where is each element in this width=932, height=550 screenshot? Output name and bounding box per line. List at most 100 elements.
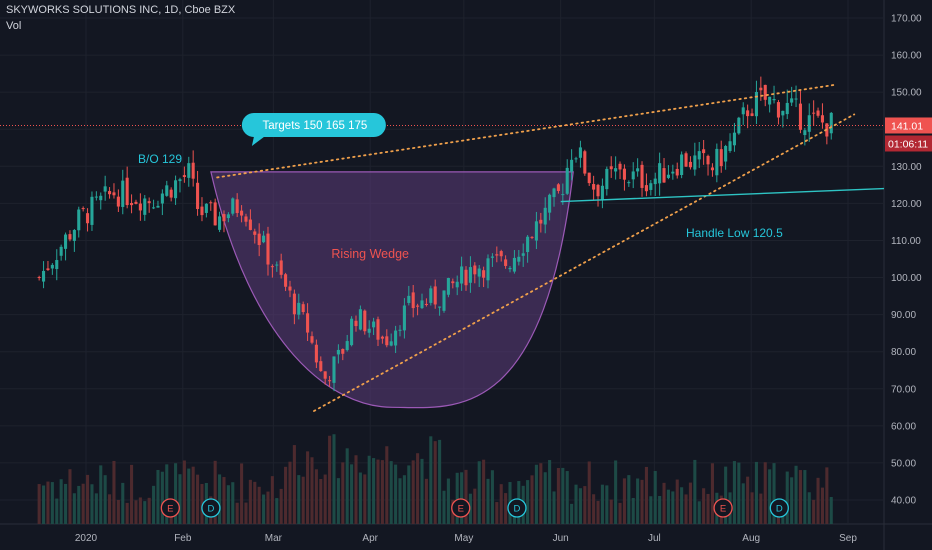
candle-body (636, 168, 640, 172)
volume-bar (341, 462, 345, 524)
volume-bar (600, 484, 604, 524)
volume-bar (380, 460, 384, 524)
volume-bar (319, 478, 323, 524)
candle-body (460, 266, 464, 284)
volume-bar (72, 493, 76, 524)
price-axis[interactable]: 170.00160.00150.00140.00130.00120.00110.… (885, 14, 932, 507)
countdown-value: 01:06:11 (888, 138, 928, 150)
candle-body (433, 286, 437, 305)
candle-body (662, 168, 666, 183)
candle-body (429, 288, 433, 303)
cup-shape (210, 171, 574, 409)
volume-bar (631, 497, 635, 524)
candle-body (609, 166, 613, 170)
volume-bar (759, 493, 763, 524)
y-tick-label: 80.00 (891, 347, 916, 358)
volume-bar (64, 483, 68, 524)
volume-bar (55, 498, 59, 524)
candle-body (160, 193, 164, 204)
volume-bar (671, 491, 675, 524)
volume-bar (658, 496, 662, 524)
candle-body (187, 163, 191, 178)
candle-body (90, 196, 94, 225)
volume-bar (147, 497, 151, 524)
candle-body (438, 306, 442, 308)
time-axis[interactable]: 2020 Feb Mar Apr May Jun Jul Aug Sep (75, 533, 857, 544)
volume-bar (372, 458, 376, 524)
candle-body (385, 336, 389, 346)
candle-body (482, 270, 486, 278)
candle-body (561, 194, 565, 196)
candle-body (680, 154, 684, 176)
candle-body (266, 233, 270, 265)
volume-bar (693, 459, 697, 524)
volume-bar (143, 501, 147, 524)
candle-body (310, 336, 314, 343)
volume-bar (763, 462, 767, 524)
candle-body (574, 158, 578, 160)
candle-body (319, 361, 323, 372)
candle-body (350, 318, 354, 346)
candle-body (790, 98, 794, 103)
breakout-label: B/O 129 (138, 152, 182, 166)
volume-bar (182, 460, 186, 524)
candle-body (666, 174, 670, 178)
earnings-marker-label: E (458, 504, 464, 515)
candle-body (416, 305, 420, 307)
volume-bar (644, 466, 648, 524)
candle-body (420, 300, 424, 309)
volume-bar (310, 457, 314, 524)
volume-bar (314, 469, 318, 524)
volume-bar (785, 471, 789, 524)
wedge-lower-line (313, 113, 856, 412)
volume-bar (323, 474, 327, 524)
volume-bar (420, 458, 424, 524)
candle-body (750, 113, 754, 116)
volume-bar (526, 480, 530, 524)
candle-body (517, 256, 521, 262)
candle-body (728, 141, 732, 151)
volume-bar (411, 460, 415, 524)
y-tick-label: 130.00 (891, 162, 922, 173)
volume-bar (116, 499, 120, 524)
rising-wedge-label: Rising Wedge (331, 247, 409, 261)
volume-bar (482, 459, 486, 524)
volume-bar (235, 502, 239, 524)
volume-bar (737, 462, 741, 524)
candle-body (521, 253, 525, 256)
candle-body (684, 153, 688, 167)
volume-bar (270, 476, 274, 524)
volume-bar (596, 500, 600, 524)
volume-bar (675, 479, 679, 524)
volume-bar (486, 478, 490, 524)
countdown-badge (885, 135, 932, 152)
volume-bar (768, 469, 772, 524)
volume-bar (292, 445, 296, 524)
candle-body (442, 290, 446, 311)
wedge-upper-line (216, 83, 837, 179)
candle-body (143, 198, 147, 215)
candle-body (358, 309, 362, 330)
candle-body (622, 168, 626, 180)
candle-body (64, 234, 68, 249)
candle-body (86, 213, 90, 224)
volume-bar (697, 501, 701, 524)
volume-bar (200, 484, 204, 524)
volume-bar (46, 481, 50, 524)
volume-bar (680, 487, 684, 524)
volume-bar (398, 478, 402, 524)
candle-body (732, 132, 736, 146)
candle-body (688, 161, 692, 168)
volume-bar (578, 488, 582, 524)
candle-body (820, 115, 824, 123)
candle-body (543, 207, 547, 225)
volume-bar (367, 455, 371, 524)
x-tick-label: Mar (265, 533, 283, 544)
volume-bar (468, 493, 472, 524)
candle-body (200, 206, 204, 216)
volume-bar (350, 464, 354, 524)
volume-bar (103, 475, 107, 524)
earnings-marker-label: E (167, 504, 173, 515)
